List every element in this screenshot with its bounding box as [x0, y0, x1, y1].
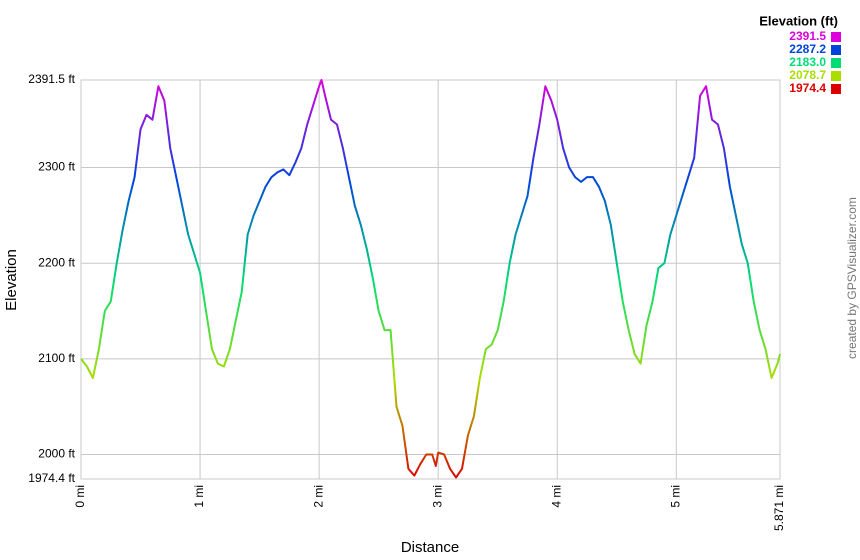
legend-swatch [831, 45, 841, 55]
legend-swatch [831, 84, 841, 94]
legend-title: Elevation (ft) [759, 13, 838, 28]
y-tick-label: 2200 ft [38, 255, 75, 269]
x-tick-label: 5 mi [668, 485, 682, 508]
y-tick-label: 1974.4 ft [28, 471, 75, 485]
plot-frame [80, 79, 781, 480]
y-tick-label: 2300 ft [38, 160, 75, 174]
y-axis-title: Elevation [3, 249, 20, 311]
x-tick-label: 3 mi [430, 485, 444, 508]
legend-label: 2287.2 [789, 42, 826, 56]
legend-label: 2391.5 [789, 29, 826, 43]
x-tick-label: 5.871 mi [772, 485, 786, 531]
legend-swatch [831, 71, 841, 81]
elevation-line [80, 79, 781, 479]
credit: created by GPSVisualizer.com [845, 197, 859, 359]
x-axis-title: Distance [401, 539, 459, 556]
legend-label: 2078.7 [789, 68, 826, 82]
legend-swatch [831, 32, 841, 42]
y-tick-label: 2100 ft [38, 351, 75, 365]
y-tick-label: 2391.5 ft [28, 72, 75, 86]
x-tick-label: 0 mi [73, 485, 87, 508]
legend-label: 1974.4 [789, 81, 826, 95]
x-tick-label: 4 mi [549, 485, 563, 508]
legend-swatch [831, 58, 841, 68]
x-tick-label: 2 mi [311, 485, 325, 508]
legend-label: 2183.0 [789, 55, 826, 69]
x-tick-label: 1 mi [192, 485, 206, 508]
y-tick-label: 2000 ft [38, 447, 75, 461]
